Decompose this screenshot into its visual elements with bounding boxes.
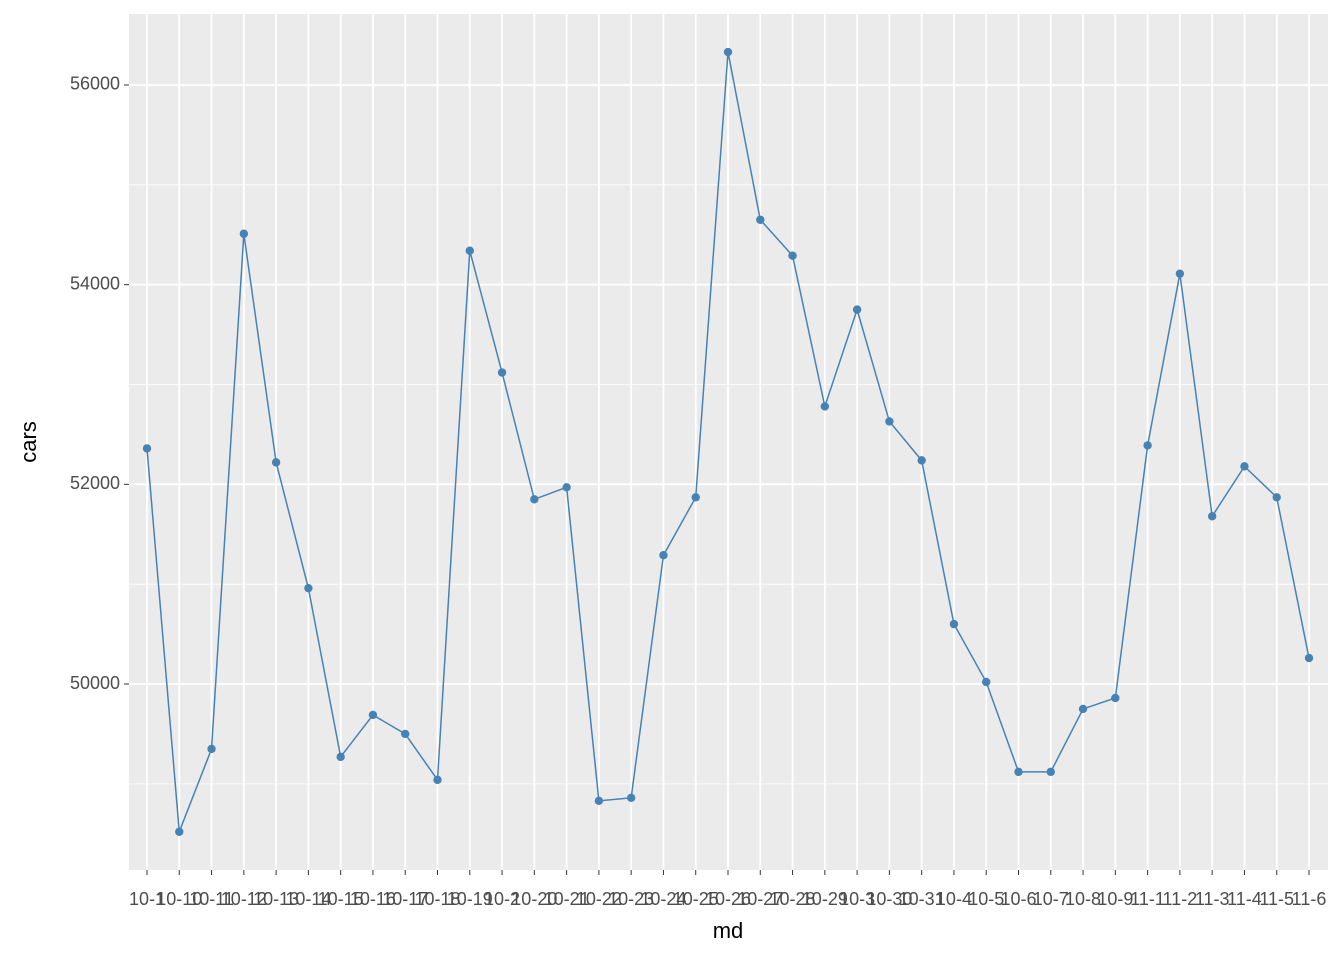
y-tick-label: 56000 (70, 74, 120, 94)
y-tick-label: 52000 (70, 473, 120, 493)
grid (129, 14, 1328, 870)
data-point (723, 47, 733, 57)
x-tick-label: 10-2 (484, 889, 520, 909)
data-point (1272, 493, 1281, 502)
x-tick-label: 10-15 (318, 889, 364, 909)
x-tick-label: 11-5 (1259, 889, 1294, 909)
x-tick-label: 10-26 (705, 889, 751, 909)
x-tick-label: 11-6 (1292, 889, 1327, 909)
data-point (1078, 704, 1088, 714)
data-point (885, 417, 894, 426)
x-tick-label: 10-13 (253, 889, 299, 909)
x-tick-label: 11-2 (1163, 889, 1198, 909)
data-point (788, 251, 797, 260)
data-point (1207, 512, 1217, 521)
x-tick-label: 10-25 (673, 889, 719, 909)
data-point (949, 619, 959, 629)
x-tick-label: 10-16 (350, 889, 396, 909)
x-tick-label: 10-11 (189, 889, 234, 909)
x-tick-label: 10-23 (608, 889, 654, 909)
data-point (530, 495, 539, 504)
x-axis-title: md (713, 918, 744, 943)
x-tick-label: 10-22 (576, 889, 622, 909)
data-point (239, 229, 249, 238)
data-point (982, 677, 991, 687)
data-point (562, 483, 571, 492)
x-tick-label: 10-12 (221, 889, 267, 909)
y-tick-label: 54000 (70, 273, 120, 293)
x-tick-label: 10-8 (1065, 889, 1101, 909)
data-point (433, 775, 442, 785)
x-tick-label: 10-1 (129, 889, 165, 909)
data-point (207, 744, 216, 754)
x-tick-label: 10-4 (936, 889, 972, 909)
data-point (756, 215, 765, 224)
data-point (271, 458, 281, 467)
marks (142, 47, 1314, 836)
x-tick-label: 10-28 (770, 889, 816, 909)
x-tick-label: 11-4 (1227, 889, 1262, 909)
data-point (659, 551, 668, 560)
y-axis-title: cars (16, 421, 41, 463)
data-point (465, 246, 474, 255)
data-point (1046, 767, 1055, 777)
x-tick-label: 10-18 (414, 889, 460, 909)
x-tick-label: 10-27 (737, 889, 783, 909)
data-point (1175, 269, 1185, 278)
x-tick-label: 10-30 (866, 889, 912, 909)
data-point (368, 710, 378, 720)
data-point (1111, 693, 1120, 703)
x-tick-label: 10-24 (640, 889, 686, 909)
data-point (336, 752, 345, 762)
data-point (497, 368, 507, 377)
data-point (401, 729, 410, 739)
data-point (1143, 441, 1152, 450)
x-tick-label: 10-31 (899, 889, 945, 909)
data-point (626, 793, 636, 803)
x-tick-label: 10-5 (968, 889, 1004, 909)
data-point (175, 827, 184, 836)
x-tick-label: 10-21 (544, 889, 590, 909)
data-point (852, 305, 862, 314)
x-tick-label: 11-3 (1195, 889, 1230, 909)
x-tick-label: 10-29 (802, 889, 848, 909)
x-tick-label: 10-19 (447, 889, 493, 909)
data-point (691, 493, 700, 502)
x-tick-label: 10-17 (382, 889, 428, 909)
data-point (594, 796, 604, 806)
x-tick-label: 10-20 (511, 889, 557, 909)
x-tick-label: 10-9 (1097, 889, 1133, 909)
x-tick-label: 10-6 (1000, 889, 1036, 909)
x-tick-label: 11-1 (1130, 889, 1165, 909)
data-point (304, 583, 313, 593)
data-point (142, 444, 152, 453)
x-tick-label: 10-7 (1033, 889, 1069, 909)
data-point (917, 456, 926, 465)
data-point (1240, 462, 1249, 471)
data-point (1014, 767, 1023, 777)
data-point (820, 402, 830, 411)
x-tick-label: 10-10 (156, 889, 202, 909)
data-point (1304, 653, 1314, 663)
y-tick-label: 50000 (70, 673, 120, 693)
x-tick-label: 10-14 (285, 889, 331, 909)
x-tick-label: 10-3 (839, 889, 875, 909)
